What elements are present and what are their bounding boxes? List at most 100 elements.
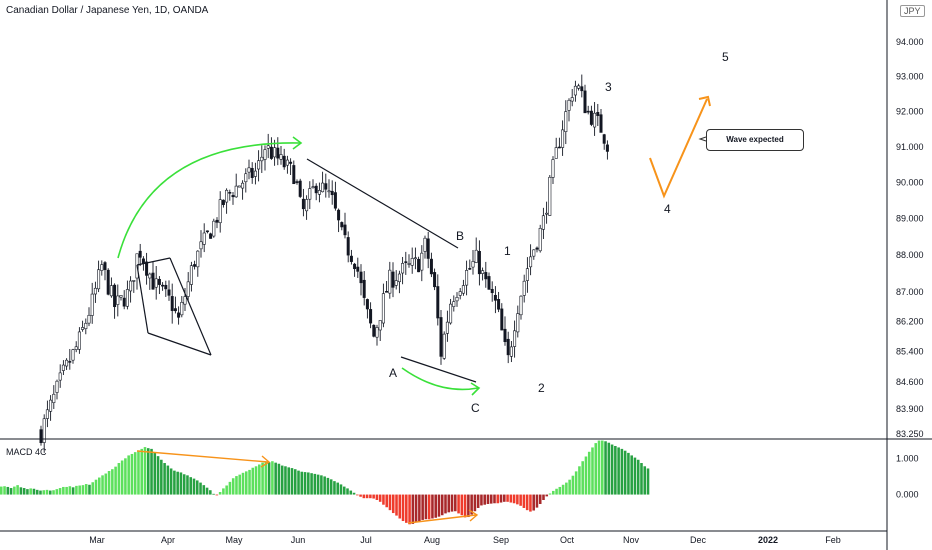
macd-bar — [610, 444, 614, 495]
macd-bar — [636, 459, 640, 495]
macd-bar — [552, 490, 555, 495]
macd-bar — [627, 452, 630, 495]
macd-bar — [81, 485, 85, 495]
macd-bar — [463, 494, 467, 518]
candle — [122, 290, 126, 310]
candle — [257, 150, 261, 182]
macd-bar — [114, 466, 117, 495]
green-arc-arrowhead — [292, 136, 303, 150]
candle — [314, 183, 318, 201]
candle — [221, 199, 225, 208]
candle — [573, 80, 577, 102]
wave-label-1: 1 — [504, 244, 511, 258]
candle — [407, 254, 411, 268]
macd-axis-ticks: 1.000 0.000 — [896, 453, 919, 499]
macd-histogram — [0, 440, 650, 525]
macd-bar — [581, 461, 584, 495]
macd-bar — [604, 441, 607, 495]
macd-bar — [160, 459, 163, 495]
candle — [375, 324, 379, 346]
macd-divergence-line-bottom — [407, 514, 477, 524]
macd-bar — [107, 471, 111, 495]
projection-arrowhead — [698, 95, 711, 107]
macd-bar — [499, 494, 503, 503]
candle — [561, 120, 565, 156]
candle — [481, 267, 485, 281]
candle — [164, 280, 168, 297]
macd-bar — [189, 477, 193, 495]
macd-bar — [437, 494, 441, 517]
candle — [497, 291, 501, 313]
currency-badge[interactable]: JPY — [900, 5, 925, 17]
macd-bar — [48, 490, 52, 495]
wave-label-b: B — [456, 229, 465, 243]
macd-bar — [143, 447, 147, 495]
macd-bar — [333, 481, 336, 495]
macd-bar — [6, 486, 10, 495]
macd-bar — [545, 494, 549, 497]
macd-bar — [65, 486, 68, 495]
candle — [509, 341, 513, 363]
candle — [93, 281, 97, 303]
macd-bar — [58, 488, 62, 495]
macd-bar — [512, 494, 516, 504]
wave-label-a: A — [389, 366, 398, 380]
macd-bar — [643, 466, 647, 495]
candle — [362, 271, 366, 306]
candle — [42, 414, 46, 453]
indicator-label: MACD 4C — [6, 447, 47, 457]
macd-bar — [571, 475, 575, 495]
candle — [180, 296, 184, 318]
candle — [471, 250, 475, 275]
macd-bar — [623, 450, 627, 495]
candle — [519, 295, 523, 320]
macd-bar — [9, 488, 13, 495]
macd-bar — [192, 478, 196, 495]
candle — [116, 284, 120, 317]
macd-bar — [424, 494, 428, 520]
macd-bar — [470, 494, 473, 515]
candle — [535, 246, 539, 253]
candle — [449, 298, 453, 325]
macd-bar — [209, 490, 212, 495]
time-tick-label: Jun — [291, 535, 306, 545]
macd-bar — [457, 494, 460, 514]
candle — [45, 400, 49, 428]
macd-bar — [137, 450, 140, 495]
channel-lower-line — [400, 356, 477, 383]
candle — [193, 260, 197, 270]
candle — [68, 348, 72, 370]
candle — [490, 281, 494, 302]
macd-bar — [19, 487, 23, 495]
candle — [596, 103, 600, 126]
macd-bar — [71, 487, 75, 495]
candle — [541, 207, 545, 239]
candle — [311, 179, 315, 189]
chart-drawings — [117, 95, 711, 524]
price-tick-label: 86.200 — [896, 317, 924, 327]
candle — [589, 105, 593, 127]
macd-bar — [352, 492, 356, 495]
macd-bar — [418, 494, 421, 522]
macd-bar — [202, 485, 206, 495]
candle — [353, 262, 357, 277]
candle — [426, 231, 430, 269]
candle — [487, 272, 491, 290]
candle — [599, 108, 603, 133]
macd-bar — [594, 443, 598, 495]
macd-bar — [186, 475, 189, 495]
macd-bar — [411, 494, 415, 524]
candle — [173, 296, 177, 314]
candle — [349, 249, 353, 265]
macd-divergence-line-top — [136, 450, 269, 463]
wave-label-4: 4 — [664, 202, 671, 216]
candle — [55, 379, 59, 400]
price-axis-ticks: 94.000 93.000 92.000 91.000 90.000 89.000 88.0… — [896, 37, 924, 439]
macd-bar — [313, 473, 317, 495]
green-arc-arrow — [117, 142, 301, 259]
candle — [503, 316, 507, 346]
price-tick-label: 83.250 — [896, 429, 924, 439]
macd-bar — [444, 494, 447, 514]
macd-bar — [503, 494, 506, 502]
macd-bar — [597, 440, 601, 495]
